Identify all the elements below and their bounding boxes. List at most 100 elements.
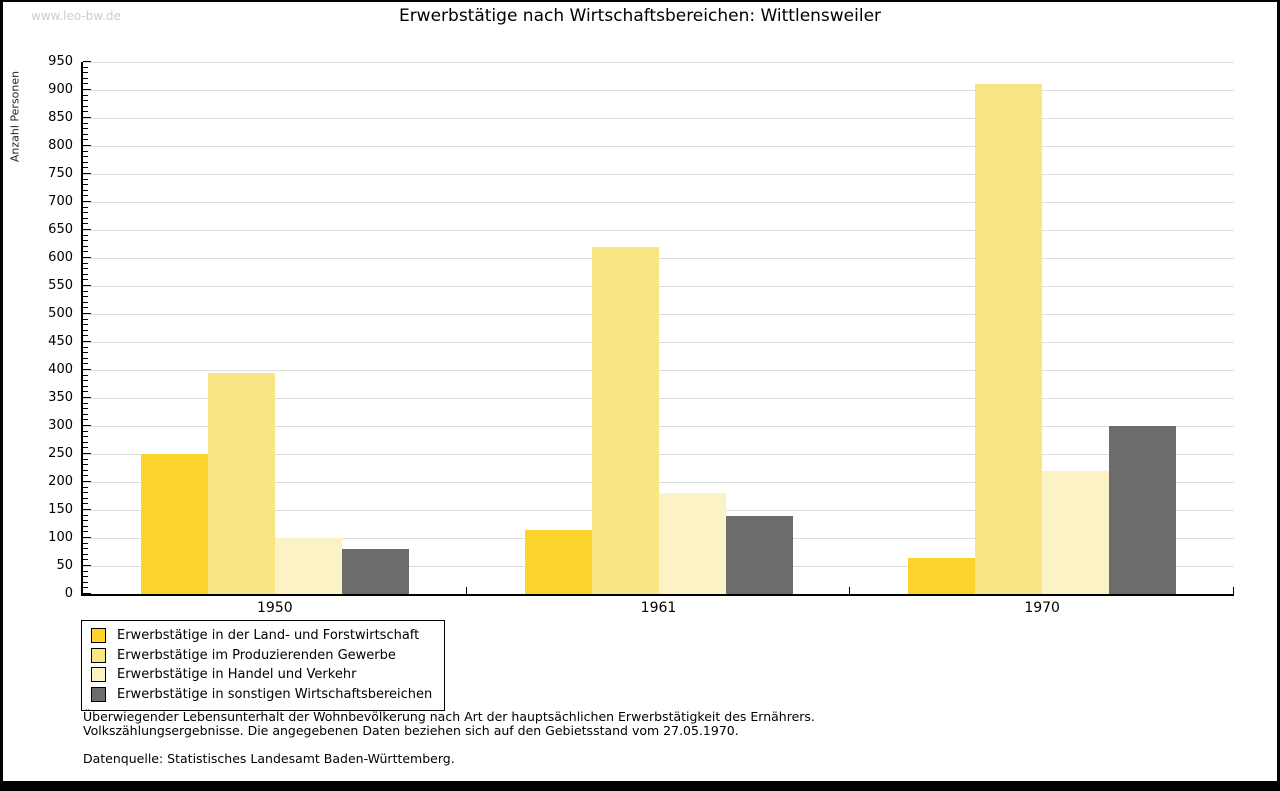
y-axis-minor-tick [83, 72, 88, 74]
y-axis-minor-tick [83, 128, 88, 130]
legend-row: Erwerbstätige in der Land- und Forstwirt… [91, 626, 432, 646]
gridline [83, 482, 1234, 483]
y-axis-minor-tick [83, 139, 88, 141]
y-axis-tick-label: 950 [48, 54, 73, 69]
y-axis-minor-tick [83, 419, 88, 421]
gridline [83, 174, 1234, 175]
y-axis-label: Anzahl Personen [8, 70, 22, 163]
footnote-source: Datenquelle: Statistisches Landesamt Bad… [83, 751, 455, 766]
y-axis-minor-tick [83, 150, 88, 152]
y-axis-minor-tick [83, 105, 88, 107]
y-axis-minor-tick [83, 385, 88, 387]
y-axis-minor-tick [83, 486, 88, 488]
y-axis-minor-tick [83, 576, 88, 578]
y-axis-minor-tick [83, 329, 88, 331]
x-axis-category-label: 1961 [640, 600, 677, 616]
y-axis-minor-tick [83, 245, 88, 247]
y-axis-minor-tick [83, 436, 88, 438]
y-axis-minor-tick [83, 380, 88, 382]
y-axis-minor-tick [83, 262, 88, 264]
y-axis-minor-tick [83, 301, 88, 303]
x-axis-category-label: 1950 [257, 600, 293, 616]
gridline [83, 118, 1234, 119]
y-axis-minor-tick [83, 184, 88, 186]
y-axis-tick-label: 600 [48, 250, 73, 265]
legend-row: Erwerbstätige in Handel und Verkehr [91, 665, 432, 685]
bar-1961-series3 [658, 493, 726, 594]
bar-1970-series3 [1042, 470, 1110, 594]
gridline [83, 286, 1234, 287]
y-axis-minor-tick [83, 559, 88, 561]
plot-area: 0 50 100 150 200 250 300 350 400 450 500 550 600 650 7… [48, 55, 1234, 616]
footnote-line: Überwiegender Lebensunterhalt der Wohnbe… [83, 709, 815, 724]
legend-label: Erwerbstätige in der Land- und Forstwirt… [117, 628, 420, 644]
y-axis-minor-tick [83, 469, 88, 471]
y-axis-minor-tick [83, 525, 88, 527]
y-axis-minor-tick [83, 94, 88, 96]
y-axis-minor-tick [83, 100, 88, 102]
y-axis-minor-tick [83, 413, 88, 415]
y-axis-minor-tick [83, 66, 88, 68]
gridline [83, 398, 1234, 399]
legend-label: Erwerbstätige in Handel und Verkehr [117, 667, 357, 683]
bar-1950-series4 [341, 549, 409, 594]
gridline [83, 370, 1234, 371]
y-axis-minor-tick [83, 570, 88, 572]
y-axis-tick-label: 250 [48, 446, 73, 461]
bar-1970-series2 [975, 84, 1043, 594]
y-axis-minor-tick [83, 122, 88, 124]
gridline [83, 230, 1234, 231]
y-axis-minor-tick [83, 111, 88, 113]
y-axis-tick-label: 400 [48, 362, 73, 377]
y-axis-minor-tick [83, 268, 88, 270]
bar-1961-series2 [591, 246, 659, 594]
footnote-line: Volkszählungsergebnisse. Die angegebenen… [83, 722, 739, 738]
gridline [83, 146, 1234, 147]
y-axis-tick [83, 173, 91, 174]
gridline [83, 62, 1234, 63]
y-axis-minor-tick [83, 240, 88, 242]
y-axis-minor-tick [83, 447, 88, 449]
y-axis-minor-tick [83, 352, 88, 354]
bar-1961-series1 [524, 529, 592, 594]
y-axis-minor-tick [83, 553, 88, 555]
legend-row: Erwerbstätige im Produzierenden Gewerbe [91, 646, 432, 666]
y-axis-tick [83, 257, 91, 258]
y-axis-tick [83, 369, 91, 370]
y-axis-tick-label: 0 [64, 586, 73, 601]
y-axis-tick-label: 50 [56, 558, 73, 573]
y-axis-minor-tick [83, 279, 88, 281]
y-axis-minor-tick [83, 234, 88, 236]
x-axis-divider-tick [1233, 587, 1234, 594]
x-axis-divider-tick [849, 587, 851, 594]
y-axis-minor-tick [83, 161, 88, 163]
bar-1950-series1 [140, 454, 208, 594]
y-axis-tick [83, 89, 91, 90]
y-axis-tick [83, 201, 91, 202]
gridline [83, 454, 1234, 455]
y-axis-tick [83, 397, 91, 398]
y-axis-minor-tick [83, 167, 88, 169]
y-axis-minor-tick [83, 251, 88, 253]
y-axis-tick-label: 800 [48, 138, 73, 153]
y-axis-minor-tick [83, 178, 88, 180]
y-axis-tick-label: 100 [48, 530, 73, 545]
y-axis-minor-tick [83, 307, 88, 309]
y-axis-tick [83, 229, 91, 230]
y-axis-minor-tick [83, 77, 88, 79]
y-axis-minor-tick [83, 531, 88, 533]
y-axis-tick [83, 313, 91, 314]
y-axis-minor-tick [83, 520, 88, 522]
gridline [83, 342, 1234, 343]
bar-1970-series1 [908, 557, 976, 594]
y-axis-minor-tick [83, 296, 88, 298]
x-axis-category-label: 1970 [1024, 600, 1060, 616]
footnotes: Überwiegender Lebensunterhalt der Wohnbe… [83, 710, 815, 766]
y-axis-minor-tick [83, 514, 88, 516]
y-axis-tick [83, 341, 91, 342]
legend-swatch-icon [91, 686, 106, 702]
gridline [83, 314, 1234, 315]
watermark: www.leo-bw.de [31, 9, 121, 23]
legend-label: Erwerbstätige im Produzierenden Gewerbe [117, 647, 396, 663]
